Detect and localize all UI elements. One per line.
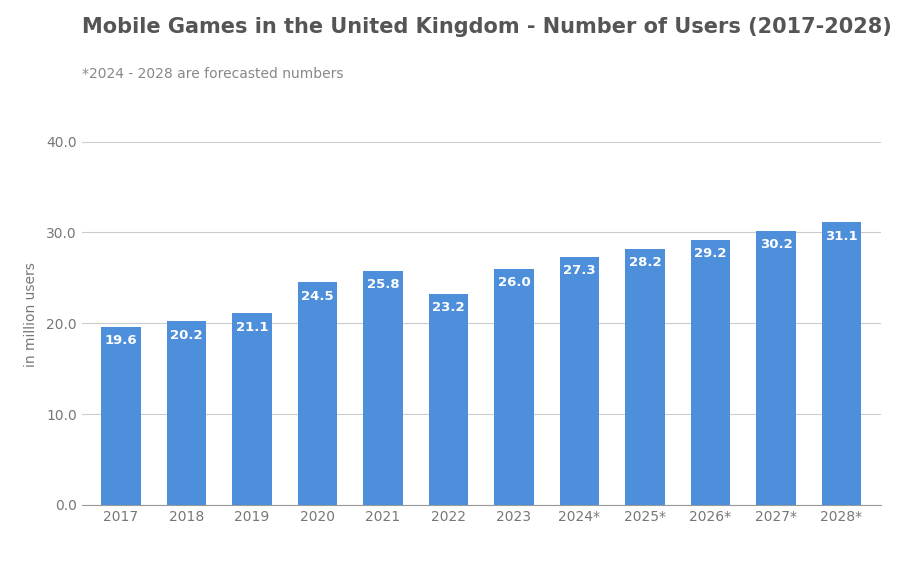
Y-axis label: in million users: in million users [24,262,38,366]
Bar [102,327,141,505]
Bar [494,269,534,505]
Text: 29.2: 29.2 [695,247,726,260]
Text: 26.0: 26.0 [498,276,530,289]
Text: 25.8: 25.8 [367,278,400,291]
Text: *2024 - 2028 are forecasted numbers: *2024 - 2028 are forecasted numbers [82,67,343,81]
Bar [560,257,599,505]
Text: Mobile Games in the United Kingdom - Number of Users (2017-2028): Mobile Games in the United Kingdom - Num… [82,17,892,37]
Bar [429,294,469,505]
Bar [167,321,206,505]
Bar [298,282,337,505]
Bar [691,240,730,505]
Bar [363,270,402,505]
Text: 28.2: 28.2 [628,256,661,269]
Text: 19.6: 19.6 [104,334,137,347]
Text: 27.3: 27.3 [563,264,596,277]
Text: 23.2: 23.2 [432,301,465,315]
Text: 30.2: 30.2 [760,238,793,251]
Bar [822,222,861,505]
Bar [232,313,271,505]
Bar [626,249,665,505]
Text: 24.5: 24.5 [301,289,334,302]
Bar [756,231,795,505]
Text: 21.1: 21.1 [236,320,268,334]
Text: 20.2: 20.2 [170,329,202,342]
Text: 31.1: 31.1 [825,229,858,243]
